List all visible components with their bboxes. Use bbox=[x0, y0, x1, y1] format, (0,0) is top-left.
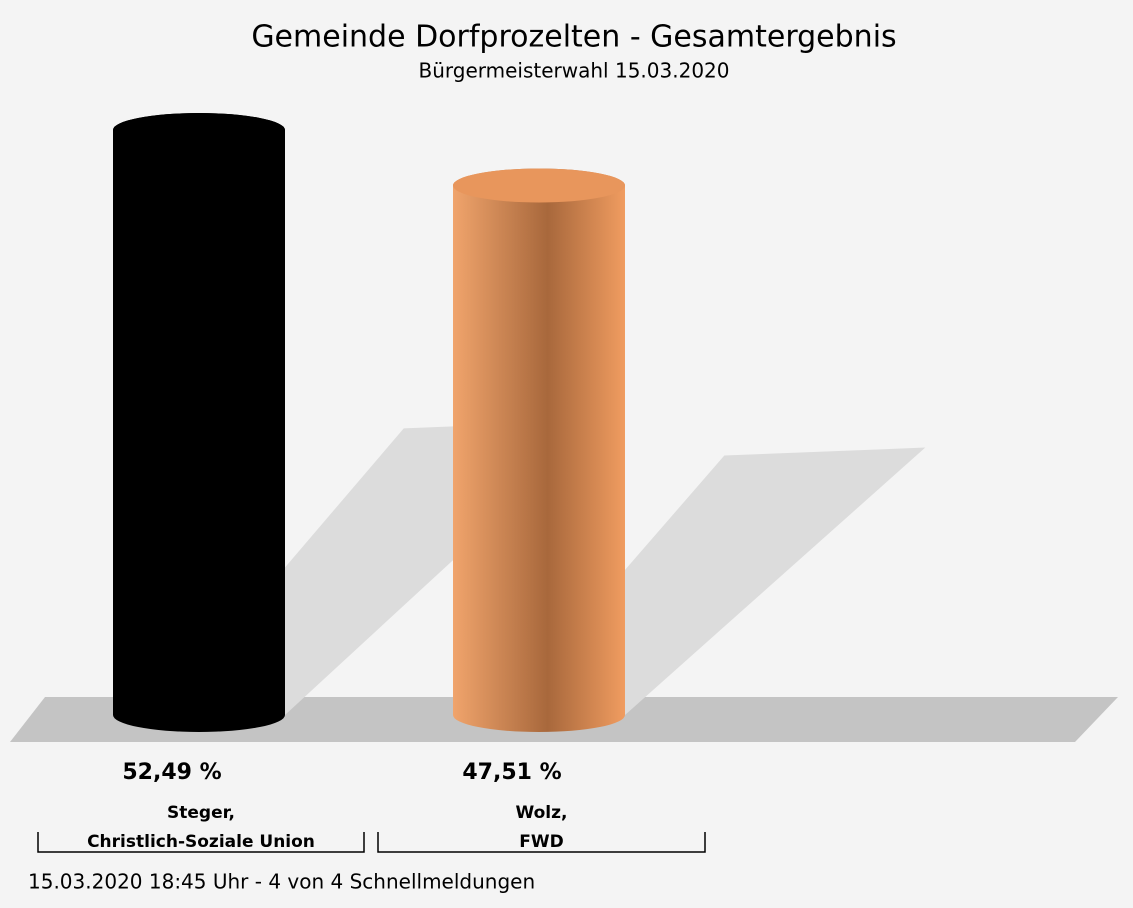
category-bracket bbox=[37, 832, 365, 853]
category-label: Christlich-Soziale Union bbox=[87, 832, 315, 852]
category-label: FWD bbox=[519, 832, 563, 852]
bar bbox=[113, 113, 285, 732]
bar-top bbox=[113, 113, 285, 147]
value-label: 52,49 % bbox=[122, 760, 221, 785]
bar-top bbox=[453, 168, 625, 203]
value-label: 47,51 % bbox=[462, 760, 561, 785]
category-label: Wolz, bbox=[515, 803, 567, 823]
category-label: Steger, bbox=[167, 803, 235, 823]
category-bracket bbox=[377, 832, 706, 853]
chart-subtitle: Bürgermeisterwahl 15.03.2020 bbox=[419, 59, 730, 83]
chart-title: Gemeinde Dorfprozelten - Gesamtergebnis bbox=[251, 20, 896, 55]
footer: 15.03.2020 18:45 Uhr - 4 von 4 Schnellme… bbox=[28, 870, 535, 894]
bar bbox=[453, 168, 625, 732]
